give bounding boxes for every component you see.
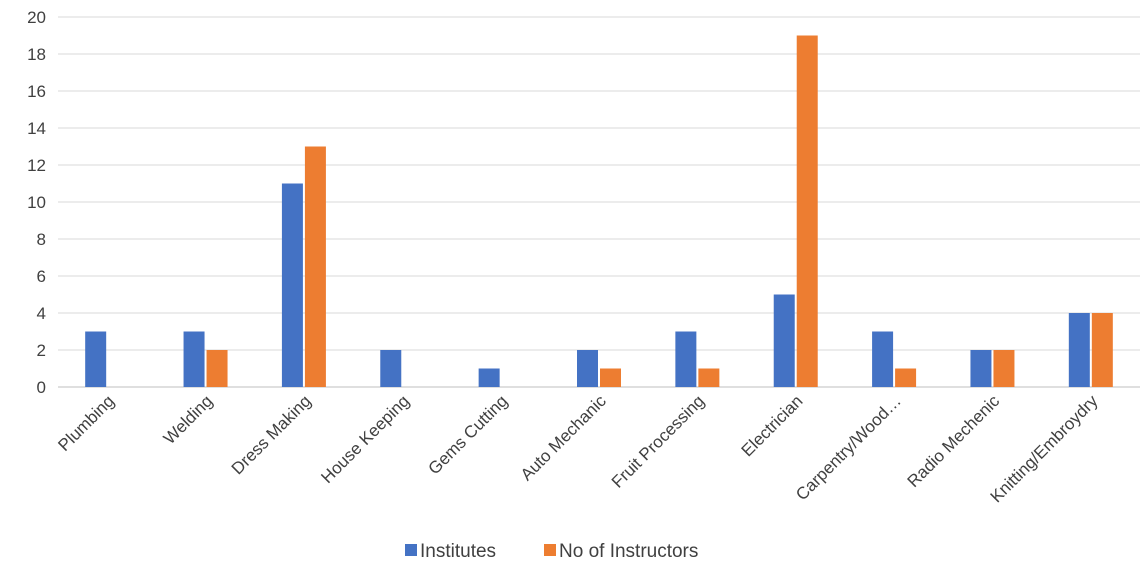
bar-instructors — [895, 368, 917, 387]
y-tick-label: 10 — [27, 193, 46, 212]
bar-institutes — [872, 331, 894, 387]
legend-swatch-institutes — [405, 544, 417, 556]
bar-instructors — [304, 146, 326, 387]
bar-instructors — [600, 368, 621, 387]
y-tick-label: 14 — [27, 119, 46, 138]
x-tick-label: Auto Mechanic — [517, 391, 610, 484]
x-tick-label: Knitting/Embroydry — [987, 391, 1102, 506]
bar-institutes — [380, 350, 402, 387]
bars — [85, 35, 1113, 387]
bar-instructors — [1091, 313, 1113, 387]
y-tick-label: 16 — [27, 82, 46, 101]
bar-instructors — [993, 350, 1015, 387]
legend: Institutes No of Instructors — [405, 541, 698, 562]
x-tick-label: House Keeping — [317, 391, 413, 487]
x-tick-label: Plumbing — [54, 391, 118, 455]
bar-institutes — [281, 183, 303, 387]
y-tick-label: 6 — [37, 267, 46, 286]
y-tick-label: 8 — [37, 230, 46, 249]
bar-institutes — [183, 331, 205, 387]
bar-institutes — [970, 350, 992, 387]
gridlines — [58, 16, 1140, 388]
bar-institutes — [478, 368, 500, 387]
x-tick-label: Dress Making — [228, 391, 315, 478]
x-tick-label: Fruit Processing — [608, 391, 708, 491]
bar-institutes — [675, 331, 697, 387]
y-tick-label: 0 — [37, 378, 46, 397]
y-tick-label: 2 — [37, 341, 46, 360]
legend-label-instructors: No of Instructors — [559, 541, 698, 562]
bar-institutes — [773, 294, 795, 387]
bar-instructors — [698, 368, 720, 387]
x-tick-label: Electrician — [738, 391, 807, 460]
y-tick-label: 4 — [37, 304, 46, 323]
bar-institutes — [1068, 313, 1090, 387]
legend-swatch-instructors — [544, 544, 556, 556]
bar-instructors — [206, 350, 228, 387]
bar-institutes — [577, 350, 598, 387]
x-tick-label: Welding — [160, 391, 217, 448]
bar-instructors — [796, 35, 818, 387]
y-tick-label: 20 — [27, 8, 46, 27]
x-axis-labels: Plumbing Welding Dress Making House Keeping… — [54, 391, 1102, 506]
y-tick-label: 18 — [27, 45, 46, 64]
x-tick-label: Radio Mechenic — [904, 391, 1004, 491]
x-tick-label: Carpentry/Wood… — [792, 391, 905, 504]
legend-label-institutes: Institutes — [420, 541, 496, 562]
y-tick-label: 12 — [27, 156, 46, 175]
y-axis-ticks: 0 2 4 6 8 10 12 14 16 18 20 — [27, 8, 46, 397]
x-tick-label: Gems Cutting — [425, 391, 512, 478]
bar-institutes — [85, 331, 107, 387]
